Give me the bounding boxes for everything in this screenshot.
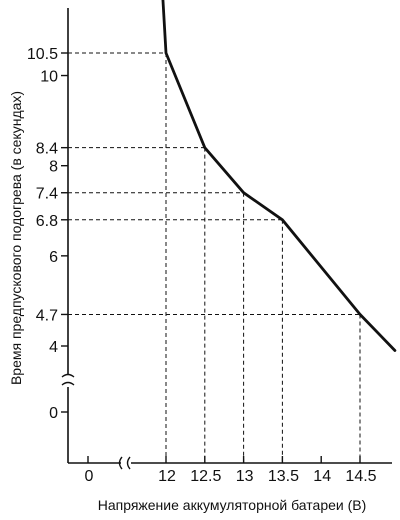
x-axis-break-mark-left (118, 456, 123, 470)
y-tick-label: 10.5 (27, 46, 58, 63)
tick-labels: 0 4 4.7 6 6.8 7.4 88.4 10 10.5 0 12 12.5 13 13.5 14 14.… (27, 46, 377, 485)
y-axis-break-mark-lower (61, 381, 75, 386)
x-tick-label: 13 (236, 468, 254, 485)
y-tick-label: 4 (49, 339, 58, 356)
y-axis-title: Время предпускового подогрева (в секунда… (8, 91, 24, 385)
y-tick-label: 10 (40, 69, 58, 86)
preheat-time-curve (161, 0, 397, 352)
x-tick-label: 12.5 (190, 468, 221, 485)
x-tick-label: 0 (85, 468, 94, 485)
x-tick-label: 13.5 (268, 468, 299, 485)
y-tick-label: 6 (49, 249, 58, 266)
guide-lines (68, 52, 361, 463)
curve-layer (161, 0, 397, 352)
x-axis-title: Напряжение аккумуляторной батареи (В) (98, 497, 367, 513)
y-axis-break-mark-upper (61, 373, 75, 378)
y-tick-label: 8.4 (36, 141, 58, 158)
x-tick-label: 12 (158, 468, 176, 485)
y-tick-label: 6.8 (36, 213, 58, 230)
y-tick-label: 7.4 (36, 186, 58, 203)
y-tick-label: 8 (49, 159, 58, 176)
y-tick-label: 4.7 (36, 307, 58, 324)
x-axis-break-mark-right (126, 456, 131, 470)
axes (61, 8, 392, 470)
x-tick-label: 14 (313, 468, 331, 485)
x-tick-label: 14.5 (345, 468, 376, 485)
y-tick-label: 0 (49, 405, 58, 422)
